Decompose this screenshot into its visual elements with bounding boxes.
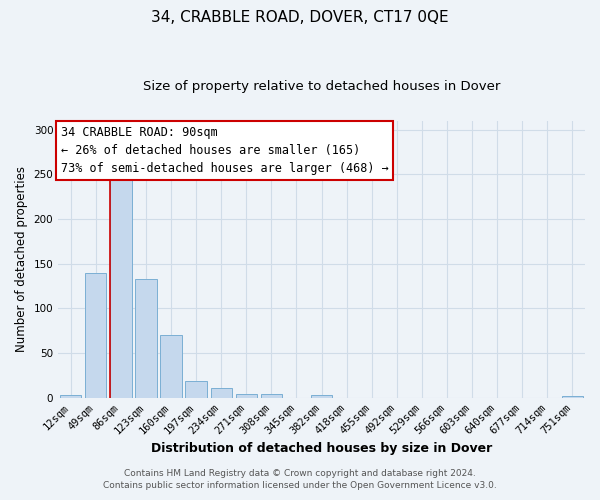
Text: 34 CRABBLE ROAD: 90sqm
← 26% of detached houses are smaller (165)
73% of semi-de: 34 CRABBLE ROAD: 90sqm ← 26% of detached… [61,126,388,175]
Bar [160,336,182,398]
Bar [136,279,157,398]
Bar [261,394,282,398]
Text: 34, CRABBLE ROAD, DOVER, CT17 0QE: 34, CRABBLE ROAD, DOVER, CT17 0QE [151,10,449,25]
X-axis label: Distribution of detached houses by size in Dover: Distribution of detached houses by size … [151,442,492,455]
Bar [311,396,332,398]
Bar [236,394,257,398]
Bar [85,272,106,398]
Bar [185,381,207,398]
Y-axis label: Number of detached properties: Number of detached properties [15,166,28,352]
Bar [211,388,232,398]
Title: Size of property relative to detached houses in Dover: Size of property relative to detached ho… [143,80,500,93]
Bar [60,396,82,398]
Bar [562,396,583,398]
Text: Contains HM Land Registry data © Crown copyright and database right 2024.
Contai: Contains HM Land Registry data © Crown c… [103,468,497,490]
Bar [110,172,131,398]
